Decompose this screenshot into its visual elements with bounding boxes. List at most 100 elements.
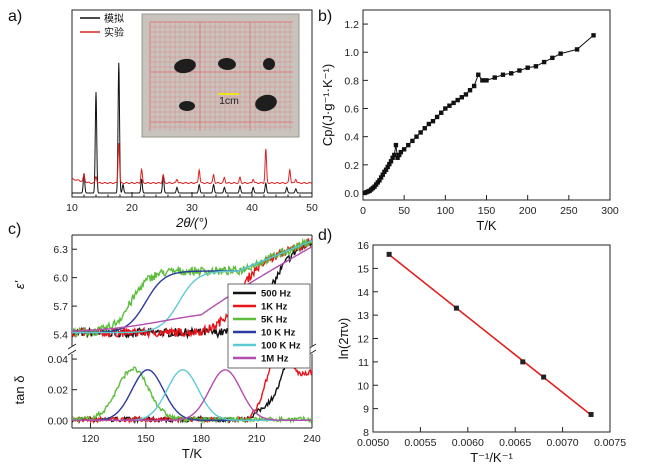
x-tick-label: 0.0065 bbox=[499, 437, 531, 449]
cp-marker bbox=[455, 97, 460, 103]
legend-box bbox=[227, 283, 311, 369]
tan-series-line bbox=[72, 356, 289, 425]
cp-marker bbox=[383, 167, 389, 172]
cp-marker bbox=[471, 83, 477, 89]
y-tick-label: 6.3 bbox=[53, 244, 68, 256]
y-tick-label: 0.02 bbox=[48, 385, 69, 397]
fit-line bbox=[388, 254, 592, 416]
plot-frame bbox=[362, 9, 611, 201]
panel-label-a: a) bbox=[8, 8, 22, 25]
legend-label: 实验 bbox=[104, 26, 124, 39]
y-tick-label: 16 bbox=[357, 240, 369, 252]
crystal bbox=[218, 57, 236, 71]
cp-marker bbox=[443, 106, 448, 111]
cp-marker bbox=[467, 88, 473, 93]
crystal bbox=[255, 94, 277, 112]
y-tick-label: 10 bbox=[357, 380, 369, 392]
x-tick-label: 50 bbox=[398, 205, 410, 217]
cp-marker bbox=[558, 51, 563, 56]
cp-marker bbox=[418, 130, 423, 135]
x-tick-label: 40 bbox=[246, 202, 258, 214]
cp-marker bbox=[591, 33, 596, 38]
cp-marker bbox=[377, 178, 382, 183]
cp-marker bbox=[574, 47, 580, 52]
cp-marker bbox=[380, 172, 385, 177]
cp-marker bbox=[434, 114, 440, 120]
cp-marker bbox=[525, 65, 530, 70]
y-tick-label: 12 bbox=[357, 334, 369, 346]
legend-label: 500 Hz bbox=[261, 289, 291, 300]
cp-line bbox=[364, 34, 594, 194]
data-point bbox=[520, 359, 526, 365]
x-tick-label: 150 bbox=[137, 433, 155, 445]
y-tick-label: 5.4 bbox=[53, 330, 68, 342]
data-point bbox=[588, 411, 594, 417]
cp-marker bbox=[447, 103, 452, 108]
cp-marker bbox=[422, 126, 427, 131]
eps-series-line bbox=[72, 246, 312, 332]
cp-marker bbox=[500, 72, 506, 77]
y-tick-label: 14 bbox=[357, 287, 369, 299]
cp-marker bbox=[439, 110, 444, 115]
cp-marker bbox=[476, 72, 481, 77]
x-tick-label: 120 bbox=[82, 433, 100, 445]
y-tick-label: 5.7 bbox=[53, 301, 68, 313]
legend-label: 1M Hz bbox=[261, 354, 289, 365]
y-tick-label: 0.8 bbox=[344, 75, 359, 87]
x-tick-label: 150 bbox=[478, 205, 496, 217]
cp-marker bbox=[397, 152, 402, 158]
x-axis-label: T/K bbox=[182, 446, 203, 461]
panel-d-arrhenius: 0.0050 0.0055 0.0060 0.0065 0.0070 0.0075 8 9 10… bbox=[336, 240, 626, 465]
x-tick-label: 250 bbox=[560, 205, 578, 217]
y-axis-label: ln(2πν) bbox=[336, 318, 351, 359]
panel-label-c: c) bbox=[8, 221, 21, 238]
legend-label: 100 K Hz bbox=[261, 341, 301, 352]
cp-marker bbox=[451, 100, 456, 106]
cp-marker bbox=[550, 55, 555, 61]
x-tick-label: 0.0075 bbox=[594, 437, 626, 449]
cp-marker bbox=[398, 149, 404, 155]
panel-c-dielectric: 120 150 180 210 240 5.4 5.7 6.0 6.3 0.00 0.02 0.04 T… bbox=[12, 234, 321, 461]
y-tick-label: 0.6 bbox=[344, 104, 359, 116]
cp-marker bbox=[484, 78, 489, 83]
cp-marker bbox=[517, 68, 522, 73]
x-tick-label: 0.0050 bbox=[357, 437, 389, 449]
y-tick-label: 1.0 bbox=[344, 47, 359, 59]
x-axis-label: 2θ/(°) bbox=[175, 215, 208, 230]
cp-marker bbox=[392, 152, 397, 158]
x-tick-label: 0.0055 bbox=[404, 437, 436, 449]
x-tick-label: 300 bbox=[601, 205, 619, 217]
x-tick-label: 100 bbox=[437, 205, 455, 217]
x-tick-label: 0 bbox=[360, 205, 366, 217]
cp-marker bbox=[414, 134, 419, 139]
y-tick-label: 0.0 bbox=[344, 188, 359, 200]
x-tick-label: 210 bbox=[248, 433, 266, 445]
cp-marker bbox=[426, 121, 432, 127]
y-tick-label: 8 bbox=[363, 427, 369, 439]
y-tick-label: 1.2 bbox=[344, 19, 359, 31]
crystal bbox=[179, 101, 195, 111]
x-axis-label: T/K bbox=[476, 218, 497, 233]
y-tick-label: 0.00 bbox=[48, 415, 69, 427]
xrd-series-line bbox=[72, 142, 313, 184]
axis-break-mark bbox=[67, 349, 77, 356]
panel-b-heat-capacity: 0 50 100 150 200 250 300 0.0 0.2 0.4 0.6 0.8 1.0 1.2 T… bbox=[320, 9, 619, 233]
cp-marker bbox=[459, 95, 464, 100]
cp-marker bbox=[480, 78, 485, 83]
data-point bbox=[453, 305, 459, 311]
inset-grid bbox=[149, 21, 293, 131]
y-tick-label: 13 bbox=[357, 310, 369, 322]
x-tick-label: 200 bbox=[519, 205, 537, 217]
crystal bbox=[174, 58, 196, 74]
plot-frame bbox=[372, 244, 611, 433]
y-tick-label: 15 bbox=[357, 263, 369, 275]
cp-marker bbox=[541, 59, 547, 65]
crystal bbox=[263, 58, 275, 70]
x-axis-label: T⁻¹/K⁻¹ bbox=[470, 450, 513, 465]
cp-marker bbox=[492, 75, 497, 80]
cp-marker bbox=[390, 155, 395, 160]
legend-label: 10 K Hz bbox=[261, 328, 296, 339]
y-tick-label: 0.04 bbox=[48, 354, 69, 366]
